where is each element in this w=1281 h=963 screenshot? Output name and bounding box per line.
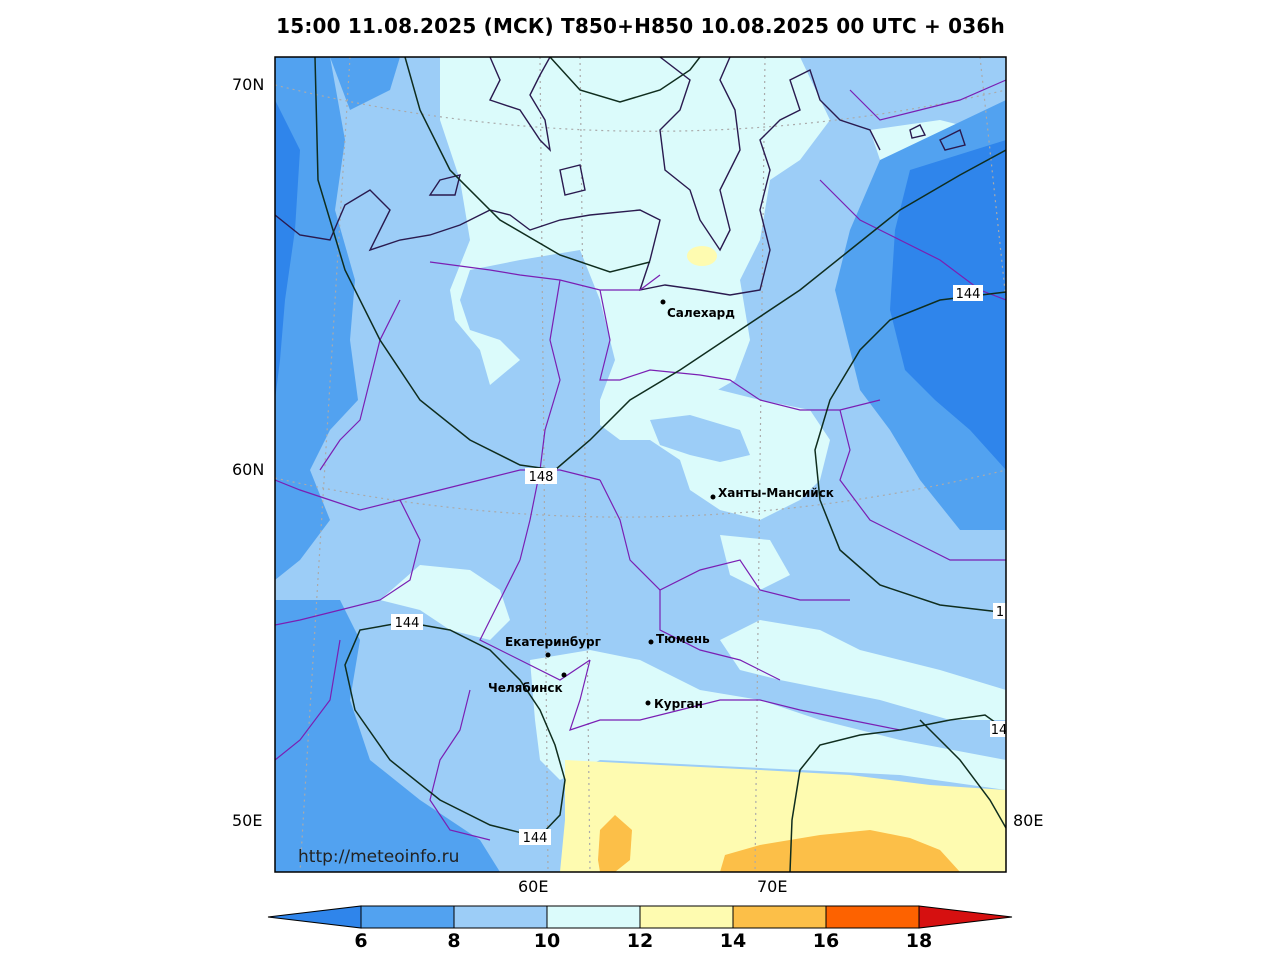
temp-band-10-12-south — [530, 650, 1006, 790]
isohypses — [314, 57, 1006, 872]
temp-band-12-14-patch — [687, 246, 717, 266]
admin-borders — [275, 79, 1006, 841]
city-marker — [545, 652, 551, 658]
isohypse-label: 14 — [991, 723, 1008, 738]
colorbar — [267, 905, 1013, 929]
city-label: Ханты-Мансийск — [718, 486, 834, 500]
temp-band-lt6-west — [275, 100, 300, 400]
city-label: Салехард — [667, 306, 735, 320]
isohypse-label: 148 — [529, 470, 554, 485]
isohypse-labels: 144 148 144 144 1 14 — [391, 285, 1008, 846]
isohypse-label: 144 — [395, 616, 420, 631]
colorbar-tick: 16 — [812, 930, 840, 952]
temp-band-14-16-south — [720, 830, 960, 872]
city-marker — [561, 672, 567, 678]
city-marker — [645, 700, 651, 706]
colorbar-tick: 12 — [626, 930, 654, 952]
watermark: http://meteoinfo.ru — [298, 847, 459, 867]
city-marker — [648, 639, 654, 645]
lon-label-60e: 60E — [518, 877, 549, 896]
lat-label-70n: 70N — [232, 75, 265, 94]
temp-band-14-16-patch — [598, 815, 632, 872]
temp-band-6-8-southwest — [275, 600, 500, 872]
isohypse-label: 1 — [996, 605, 1004, 620]
isohypse-label: 144 — [523, 831, 548, 846]
lon-label-70e: 70E — [757, 877, 788, 896]
map-title: 15:00 11.08.2025 (МСК) T850+H850 10.08.2… — [276, 14, 1005, 38]
coastline — [275, 57, 966, 296]
colorbar-tick: 14 — [719, 930, 747, 952]
city-label: Тюмень — [656, 632, 710, 646]
temp-band-lt6-east — [890, 140, 1006, 470]
isohypse-label: 144 — [956, 287, 981, 302]
city-marker — [710, 494, 716, 500]
graticule — [275, 57, 1006, 872]
colorbar-tick: 10 — [533, 930, 561, 952]
map-frame — [274, 56, 1007, 873]
temp-band-10-12-north — [440, 57, 830, 430]
city-label: Челябинск — [488, 681, 563, 695]
colorbar-tick: 18 — [905, 930, 933, 952]
cities: Салехард Ханты-Мансийск Екатеринбург Тюм… — [488, 299, 834, 711]
lat-label-50e: 50E — [232, 811, 263, 830]
temperature-field: 144 148 144 144 1 14 Салехард Ханты-Манс… — [275, 57, 1008, 872]
lon-label-80e: 80E — [1013, 811, 1044, 830]
city-label: Екатеринбург — [505, 635, 601, 649]
colorbar-tick: 6 — [354, 930, 368, 952]
city-label: Курган — [654, 697, 703, 711]
city-marker — [660, 299, 666, 305]
lat-label-60n: 60N — [232, 460, 265, 479]
colorbar-tick: 8 — [447, 930, 461, 952]
